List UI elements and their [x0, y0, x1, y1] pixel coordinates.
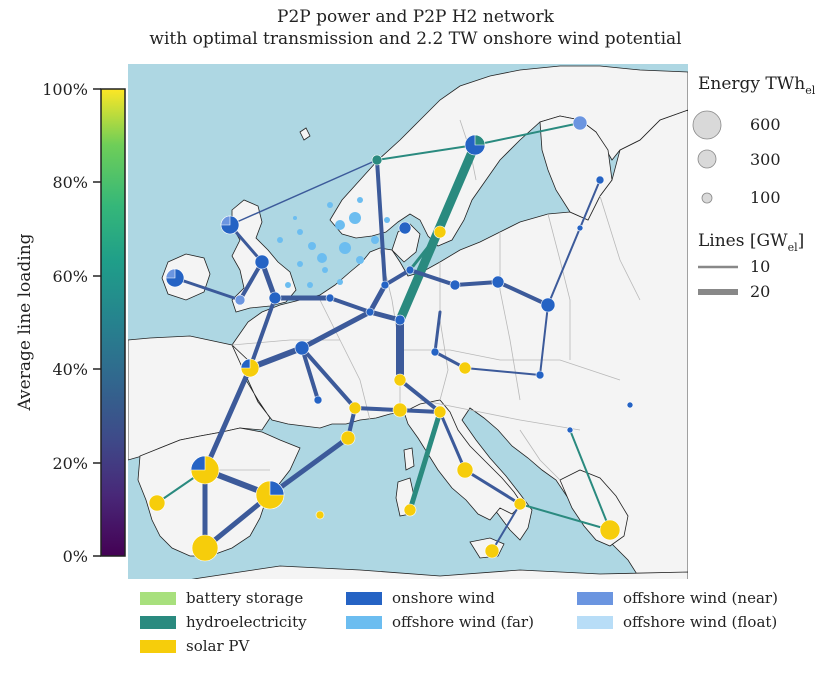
legend-item-offshore-wind-near: offshore wind (near)	[577, 588, 778, 608]
land-corsica	[403, 447, 415, 471]
colorbar-ticks	[93, 88, 101, 557]
swatch-hydroelectricity	[140, 615, 176, 629]
swatch-solar-pv	[140, 639, 176, 653]
size-legend-label-600: 600	[750, 115, 781, 134]
colorbar-tick-60: 60%	[52, 267, 88, 286]
legend-label-battery-storage: battery storage	[186, 589, 304, 607]
land-north-africa	[191, 565, 688, 579]
legend-label-offshore-wind-far: offshore wind (far)	[392, 613, 534, 631]
colorbar-tick-100: 100%	[42, 80, 88, 99]
offshore-nodes	[277, 197, 390, 288]
size-legend-title-sub: el	[805, 84, 816, 97]
legend-item-solar-pv: solar PV	[140, 636, 249, 656]
lines-legend-label-20: 20	[750, 282, 770, 301]
legend-label-onshore-wind: onshore wind	[392, 589, 495, 607]
size-legend-label-100: 100	[750, 188, 781, 207]
size-legend-circle-100	[701, 192, 713, 204]
swatch-onshore-wind	[346, 591, 382, 605]
colorbar-tick-40: 40%	[52, 360, 88, 379]
swatch-offshore-wind-far	[346, 615, 382, 629]
colorbar-gradient	[100, 88, 126, 557]
colorbar-label: Average line loading	[15, 233, 35, 411]
legend-item-onshore-wind: onshore wind	[346, 588, 495, 608]
lines-legend-label-10: 10	[750, 257, 770, 276]
size-legend-circle-600	[692, 110, 722, 140]
lines-legend-title-sub: el	[788, 241, 799, 254]
size-legend-title: Energy TWhel	[698, 74, 816, 97]
title-line-1: P2P power and P2P H2 network	[277, 7, 554, 27]
land-denmark	[391, 223, 421, 263]
legend-label-offshore-wind-near: offshore wind (near)	[623, 589, 778, 607]
legend-item-offshore-wind-far: offshore wind (far)	[346, 612, 534, 632]
swatch-battery-storage	[140, 591, 176, 605]
swatch-offshore-wind-float	[577, 615, 613, 629]
land-masses	[128, 65, 688, 579]
chart-title: P2P power and P2P H2 network with optima…	[0, 6, 831, 50]
legend-item-hydroelectricity: hydroelectricity	[140, 612, 307, 632]
generation-nodes	[148, 115, 634, 562]
size-legend-label-300: 300	[750, 150, 781, 169]
land-ireland	[161, 253, 211, 301]
lines-legend-title: Lines [GWel]	[698, 231, 804, 254]
colorbar-tick-80: 80%	[52, 173, 88, 192]
land-shetland	[299, 127, 311, 141]
legend-item-battery-storage: battery storage	[140, 588, 303, 608]
legend-item-offshore-wind-float: offshore wind (float)	[577, 612, 777, 632]
legend-label-solar-pv: solar PV	[186, 637, 250, 655]
size-legend-circle-300	[697, 149, 717, 169]
swatch-offshore-wind-near	[577, 591, 613, 605]
colorbar: 0% 20% 40% 60% 80% 100% Average line loa…	[15, 80, 126, 566]
colorbar-tick-0: 0%	[63, 547, 88, 566]
lines-legend: Lines [GWel] 10 20	[698, 231, 804, 301]
legend-label-hydroelectricity: hydroelectricity	[186, 613, 307, 631]
legend-label-offshore-wind-float: offshore wind (float)	[623, 613, 778, 631]
title-line-2: with optimal transmission and 2.2 TW ons…	[149, 29, 682, 49]
map	[128, 64, 688, 579]
colorbar-tick-20: 20%	[52, 454, 88, 473]
size-legend: Energy TWhel 600 300 100	[692, 74, 816, 207]
lines-legend-title-end: ]	[798, 231, 805, 251]
